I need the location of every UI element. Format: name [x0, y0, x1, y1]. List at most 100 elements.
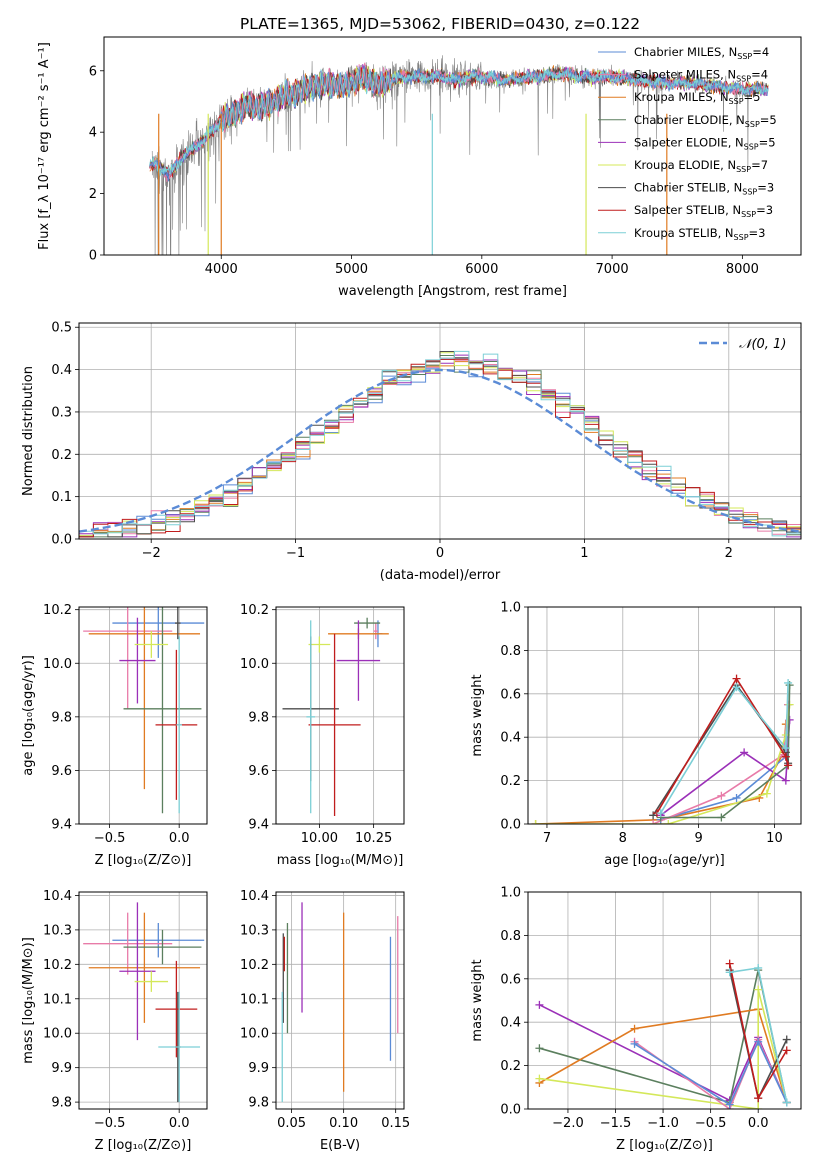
y-tick-label: 10.2 [240, 603, 269, 618]
weight-marker [535, 1044, 544, 1053]
histogram-kroupa-stelib [79, 350, 801, 539]
errorbar-chabrier-elodie [123, 929, 202, 965]
y-tick-label: 10.3 [43, 923, 72, 938]
y-tick-label: 0.0 [500, 1103, 521, 1118]
axes-frame [78, 322, 802, 540]
plot-area [531, 674, 794, 824]
x-axis-label: E(B-V) [320, 1138, 360, 1153]
x-tick-label: 1 [580, 546, 588, 561]
plot-area [83, 902, 205, 1103]
errorbar-salpeter-miles [83, 607, 173, 709]
y-tick-label: 10.0 [43, 1027, 72, 1042]
x-axis-label: Z [log₁₀(Z/Z⊙)] [616, 1138, 713, 1153]
y-tick-label: 0.4 [500, 1016, 521, 1031]
legend-label-chabrier-stelib: Chabrier STELIB, NSSP=3 [634, 181, 774, 197]
x-tick-label: 7 [543, 831, 551, 846]
weight-marker [781, 752, 790, 761]
x-axis-label: wavelength [Angstrom, rest frame] [338, 284, 567, 299]
legend-label-kroupa-stelib: Kroupa STELIB, NSSP=3 [634, 226, 765, 242]
errorbar-kroupa-stelib [306, 620, 316, 814]
plot-area [79, 350, 801, 539]
y-tick-label: 10.1 [43, 992, 72, 1007]
errorbar-salpeter-stelib [155, 960, 198, 1058]
x-axis-label: mass [log₁₀(M/M⊙)] [277, 853, 404, 868]
weight-marker [535, 1074, 544, 1083]
x-tick-label: 0.10 [329, 1116, 358, 1131]
errorbar-salpeter-elodie [119, 902, 156, 1041]
y-tick-label: 0.4 [500, 731, 521, 746]
weight-marker [725, 959, 734, 968]
x-tick-label: 8000 [726, 262, 759, 277]
x-tick-label: 0.0 [169, 1116, 190, 1131]
y-axis-label: mass weight [470, 674, 485, 756]
x-tick-label: −0.5 [695, 1116, 727, 1131]
model-kroupa-stelib-line [149, 67, 769, 177]
x-tick-label: 5000 [335, 262, 368, 277]
errorbar-salpeter-miles [373, 623, 378, 640]
weight-marker [781, 744, 790, 753]
y-tick-label: 9.9 [248, 1061, 269, 1076]
axes-frame [275, 891, 405, 1110]
y-tick-label: 0.2 [51, 448, 72, 463]
panel-residuals: −2 −1 0 1 2 0.0 0.1 0.2 0.3 0.4 0.5 (data-model)/er… [21, 321, 802, 583]
panel-spectrum: 4000 5000 6000 7000 8000 0 2 4 6 wavelength [Angs… [37, 36, 802, 299]
weight-marker [531, 820, 540, 824]
y-tick-label: 6 [89, 64, 97, 79]
y-tick-label: 10.2 [240, 958, 269, 973]
errorbar-kroupa-stelib [158, 991, 201, 1103]
panel-mass-vs-Z: −0.5 0.0 9.8 9.9 10.0 10.1 10.2 10.3 10.4 Z [log₁… [21, 889, 208, 1153]
weight-marker [725, 968, 734, 977]
x-axis-label: Z [log₁₀(Z/Z⊙)] [95, 853, 192, 868]
y-tick-label: 10.4 [240, 889, 269, 904]
weight-line [539, 989, 788, 1109]
x-tick-label: −1.0 [647, 1116, 679, 1131]
y-tick-label: 1.0 [500, 601, 521, 616]
y-tick-label: 10.0 [240, 1027, 269, 1042]
weight-marker [762, 789, 771, 798]
x-tick-label: 0.05 [277, 1116, 306, 1131]
panel-age-vs-mass: 10.00 10.25 9.4 9.6 9.8 10.0 10.2 mass [log₁₀(M… [240, 603, 405, 868]
plot-area [282, 617, 389, 816]
weight-marker [649, 820, 658, 824]
y-tick-label: 1.0 [500, 886, 521, 901]
y-tick-label: 9.4 [248, 818, 269, 833]
x-tick-label: −0.5 [94, 1116, 126, 1131]
weight-series-kroupa-stelib [656, 678, 793, 818]
errorbar-chabrier-stelib [175, 607, 181, 640]
y-tick-label: 10.2 [43, 603, 72, 618]
panel-weight-vs-Z: −2.0 −1.5 −1.0 −0.5 0.0 0.0 0.2 0.4 0.6 0.8 1.0 Z [… [470, 886, 802, 1153]
panel-weight-vs-age: 7 8 9 10 0.0 0.2 0.4 0.6 0.8 1.0 age [log₁₀(age/yr… [470, 601, 802, 868]
errorbar-salpeter-elodie [119, 617, 156, 704]
axes-frame [78, 891, 208, 1110]
axes-frame [103, 36, 802, 256]
y-tick-label: 2 [89, 187, 97, 202]
y-tick-label: 0.6 [500, 687, 521, 702]
x-tick-label: −2.0 [552, 1116, 584, 1131]
errorbar-kroupa-miles [88, 912, 201, 1023]
gaussian-curve [79, 368, 801, 533]
x-tick-label: −0.5 [94, 831, 126, 846]
x-axis-label: Z [log₁₀(Z/Z⊙)] [95, 1138, 192, 1153]
errorbar-kroupa-elodie [308, 636, 331, 653]
x-tick-label: 0.0 [169, 831, 190, 846]
x-tick-label: −1.5 [600, 1116, 632, 1131]
legend-label-chabrier-miles: Chabrier MILES, NSSP=4 [634, 45, 769, 61]
y-axis-label: mass weight [470, 959, 485, 1041]
y-tick-label: 0.0 [500, 818, 521, 833]
legend-label-chabrier-elodie: Chabrier ELODIE, NSSP=5 [634, 113, 777, 129]
legend-label-kroupa-elodie: Kroupa ELODIE, NSSP=7 [634, 158, 768, 174]
axes-frame [78, 606, 208, 825]
errorbar-salpeter-miles [83, 912, 173, 975]
weight-line [660, 685, 791, 819]
y-tick-label: 0.8 [500, 644, 521, 659]
errorbar-salpeter-elodie [336, 620, 381, 701]
y-tick-label: 9.9 [51, 1061, 72, 1076]
y-tick-label: 10.1 [240, 992, 269, 1007]
weight-marker [782, 1035, 791, 1044]
x-tick-label: 10 [766, 831, 783, 846]
weight-series-kroupa-stelib [725, 963, 791, 1107]
x-tick-label: 7000 [596, 262, 629, 277]
weight-marker [725, 1100, 734, 1109]
